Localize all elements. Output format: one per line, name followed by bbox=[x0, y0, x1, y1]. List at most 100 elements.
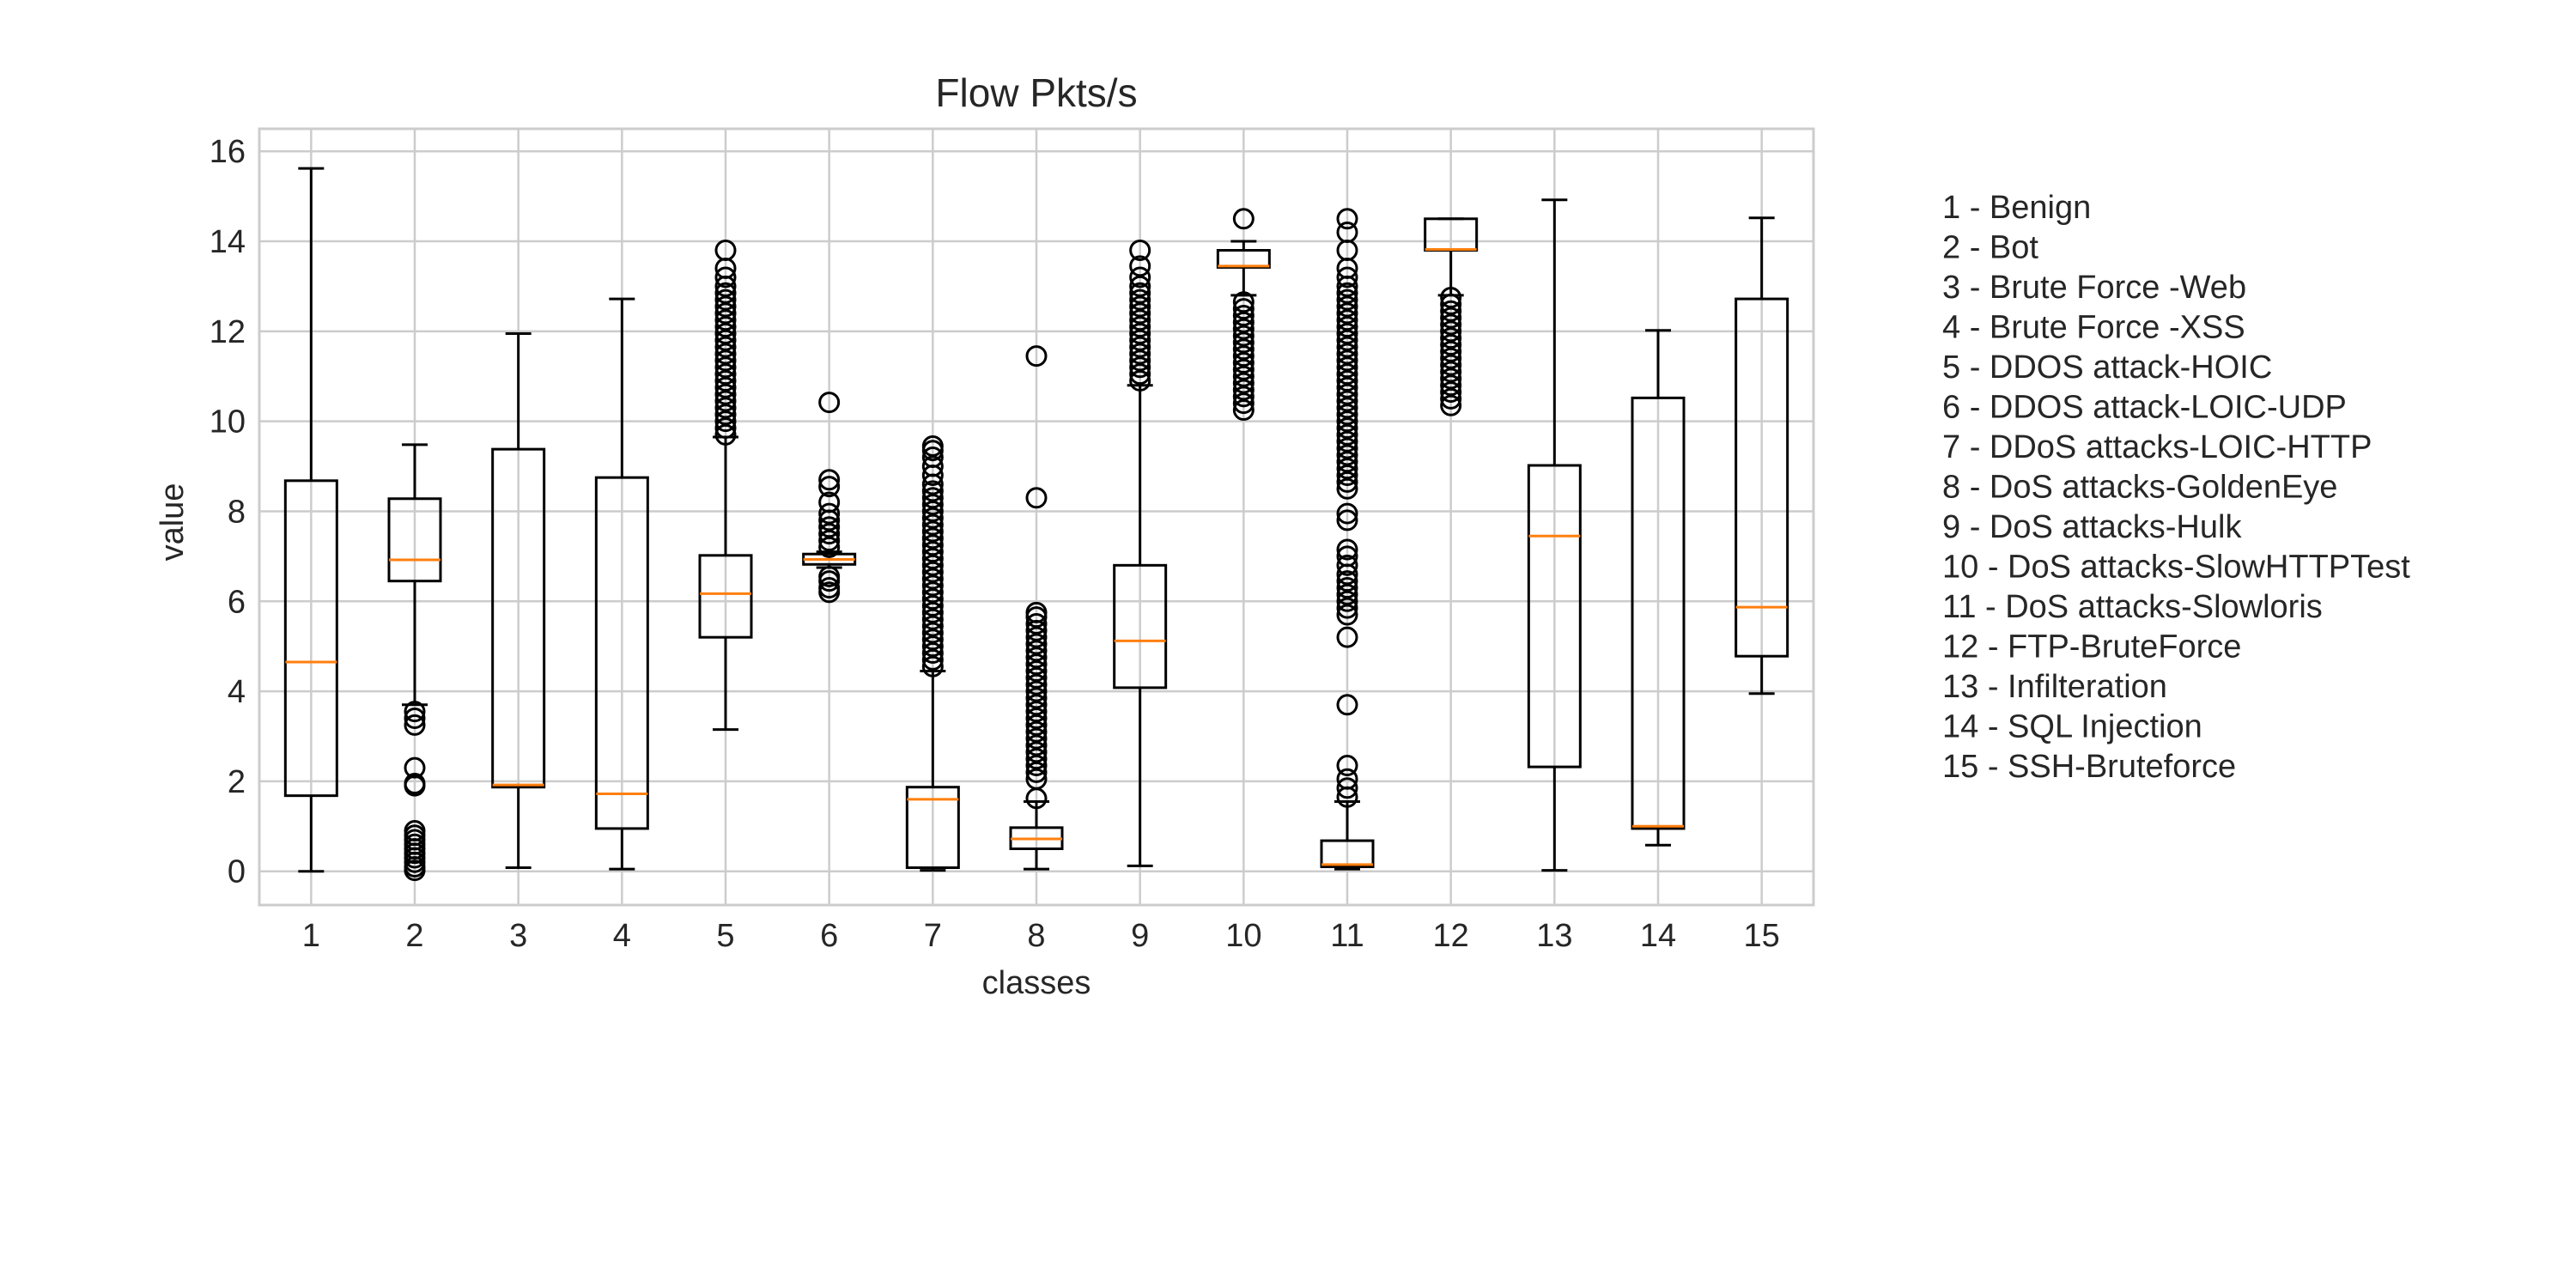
box-class-8 bbox=[1009, 345, 1064, 871]
outlier-point bbox=[1336, 363, 1358, 386]
outlier-point bbox=[921, 635, 944, 658]
outlier-point bbox=[1025, 687, 1048, 709]
outlier-point bbox=[1025, 708, 1048, 730]
legend-item: 4 - Brute Force -XSS bbox=[1942, 310, 2245, 346]
outlier-point bbox=[1336, 509, 1358, 532]
outlier-point bbox=[1025, 659, 1048, 682]
outlier-point bbox=[1336, 376, 1358, 398]
outlier-point bbox=[1232, 311, 1255, 333]
outlier-point bbox=[1336, 390, 1358, 412]
outlier-point bbox=[714, 336, 737, 358]
x-tick-label: 13 bbox=[1536, 918, 1572, 954]
x-tick-label: 14 bbox=[1640, 918, 1676, 954]
iqr-box bbox=[387, 497, 442, 583]
y-tick-label: 16 bbox=[210, 134, 246, 170]
x-tick-label: 15 bbox=[1744, 918, 1780, 954]
outlier-point bbox=[1336, 316, 1358, 338]
outlier-point bbox=[1025, 694, 1048, 716]
outlier-point bbox=[921, 447, 944, 469]
outlier-point bbox=[1336, 397, 1358, 419]
outlier-point bbox=[1336, 416, 1358, 439]
outlier-point bbox=[714, 322, 737, 344]
outlier-point bbox=[818, 530, 841, 552]
outlier-point bbox=[1025, 720, 1048, 743]
outlier-point bbox=[921, 547, 944, 569]
outlier-point bbox=[921, 642, 944, 665]
outlier-point bbox=[1336, 349, 1358, 372]
outlier-point bbox=[1336, 545, 1358, 568]
outlier-point bbox=[921, 507, 944, 529]
y-tick-label: 4 bbox=[228, 674, 246, 710]
outlier-point bbox=[1232, 338, 1255, 361]
outlier-point bbox=[921, 629, 944, 651]
outlier-point bbox=[404, 708, 426, 730]
box-class-7 bbox=[905, 434, 960, 872]
outlier-point bbox=[921, 608, 944, 630]
outlier-point bbox=[1025, 761, 1048, 783]
y-tick-label: 2 bbox=[228, 764, 246, 800]
iqr-box bbox=[1320, 839, 1375, 868]
outlier-point bbox=[1232, 325, 1255, 347]
x-tick-label: 1 bbox=[302, 918, 320, 954]
outlier-point bbox=[1025, 653, 1048, 676]
outlier-point bbox=[1129, 309, 1151, 331]
legend-item: 2 - Bot bbox=[1942, 230, 2038, 266]
outlier-point bbox=[1336, 329, 1358, 351]
outlier-point bbox=[921, 434, 944, 457]
outlier-point bbox=[714, 316, 737, 338]
outlier-point bbox=[1129, 336, 1151, 358]
outlier-point bbox=[1336, 626, 1358, 648]
y-tick-label: 10 bbox=[210, 404, 246, 440]
outlier-point bbox=[1232, 331, 1255, 354]
outlier-point bbox=[1336, 694, 1358, 716]
x-tick-label: 2 bbox=[405, 918, 423, 954]
iqr-box bbox=[1216, 248, 1271, 269]
outlier-point bbox=[1025, 734, 1048, 756]
outlier-point bbox=[714, 404, 737, 426]
outlier-point bbox=[1129, 343, 1151, 365]
outlier-point bbox=[1336, 309, 1358, 331]
outlier-point bbox=[921, 574, 944, 597]
iqr-box bbox=[491, 447, 546, 789]
outlier-point bbox=[404, 714, 426, 736]
outlier-point bbox=[1336, 777, 1358, 799]
outlier-point bbox=[921, 494, 944, 516]
iqr-box bbox=[698, 554, 753, 639]
box-class-4 bbox=[594, 297, 649, 871]
outlier-point bbox=[921, 534, 944, 556]
outlier-point bbox=[1232, 345, 1255, 368]
box-class-11 bbox=[1320, 208, 1375, 871]
outlier-point bbox=[1336, 410, 1358, 433]
y-axis-label: value bbox=[155, 483, 191, 562]
outlier-point bbox=[818, 577, 841, 599]
outlier-point bbox=[1025, 633, 1048, 655]
outlier-point bbox=[1025, 727, 1048, 750]
legend-item: 3 - Brute Force -Web bbox=[1942, 270, 2246, 306]
legend-item: 1 - Benign bbox=[1942, 190, 2091, 226]
outlier-point bbox=[1440, 287, 1462, 309]
outlier-point bbox=[1440, 354, 1462, 376]
outlier-point bbox=[1025, 647, 1048, 669]
x-tick-label: 9 bbox=[1131, 918, 1149, 954]
outlier-point bbox=[1336, 336, 1358, 358]
outlier-point bbox=[1025, 666, 1048, 689]
outlier-point bbox=[1232, 386, 1255, 408]
iqr-box bbox=[594, 476, 649, 830]
outlier-point bbox=[921, 615, 944, 637]
outlier-point bbox=[921, 648, 944, 671]
outlier-point bbox=[1129, 356, 1151, 379]
outlier-point bbox=[1025, 701, 1048, 723]
outlier-point bbox=[921, 568, 944, 590]
iqr-box bbox=[1113, 563, 1168, 690]
outlier-point bbox=[714, 376, 737, 398]
outlier-point bbox=[1336, 222, 1358, 244]
outlier-point bbox=[1025, 755, 1048, 777]
outlier-point bbox=[714, 343, 737, 365]
iqr-box bbox=[1527, 464, 1582, 769]
outlier-point bbox=[1232, 208, 1255, 230]
outlier-point bbox=[1336, 768, 1358, 790]
outlier-point bbox=[1025, 626, 1048, 648]
outlier-point bbox=[1232, 392, 1255, 415]
